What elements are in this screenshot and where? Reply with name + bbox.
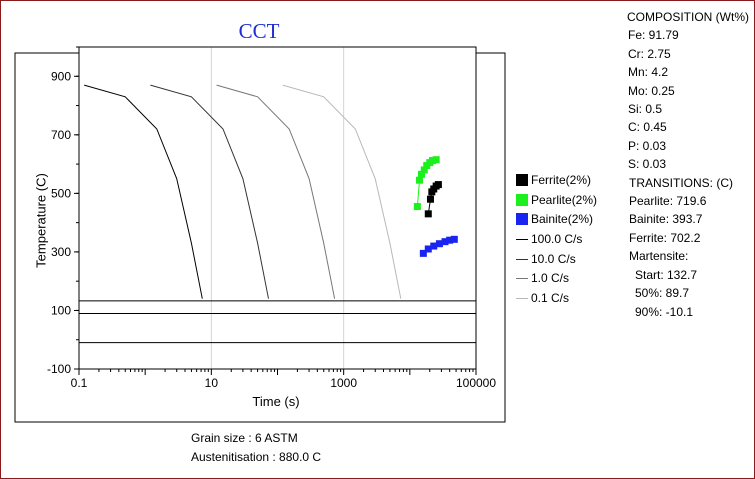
transformation-point [430,242,438,250]
composition-title: COMPOSITION (Wt%) [627,10,749,24]
transformation-point [432,156,440,164]
x-tick-label: 0.1 [71,376,88,390]
composition-item: S: 0.03 [628,157,667,172]
cooling-curve [282,84,402,299]
martensite-list: Start: 132.7 50%: 89.7 90%: -10.1 [627,266,749,321]
y-tick-label: 700 [51,128,71,142]
transformation-point [417,170,425,178]
composition-item: Mo: 0.25 [628,83,675,98]
legend-swatch [516,278,528,280]
grain-size-text: Grain size : 6 ASTM [191,431,298,445]
transformation-point [450,235,458,243]
legend-label: Ferrite(2%) [531,173,592,187]
transformation-point [420,166,428,174]
composition-item: Cr: 2.75 [628,46,671,61]
x-tick-label: 10 [205,376,219,390]
legend-swatch [516,258,528,260]
transformation-point [441,238,449,246]
legend-label: Bainite(2%) [531,212,594,227]
transformation-point [424,210,432,218]
x-axis-label: Time (s) [252,394,300,409]
austenitisation-text: Austenitisation : 880.0 C [191,450,322,464]
cooling-curve [216,84,336,299]
composition-item: C: 0.45 [628,120,667,135]
composition-item: Fe: 91.79 [628,28,679,43]
transitions-list: Pearlite: 719.6 Bainite: 393.7 Ferrite: 70… [627,192,749,247]
y-axis-label: Temperature (C) [33,173,49,268]
plot-border [78,46,477,370]
composition-item: P: 0.03 [628,138,667,153]
y-tick-label: 300 [51,245,71,259]
y-tick-label: -100 [47,362,71,376]
transition-item: Bainite: 393.7 [629,212,703,227]
transformation-point [428,157,436,165]
legend-label: 10.0 C/s [531,251,576,266]
transformation-point [435,240,443,248]
chart-title: CCT [238,19,280,43]
transformation-point [424,245,432,253]
cooling-curve [150,84,269,299]
composition-list: Fe: 91.79 Cr: 2.75 Mn: 4.2 Mo: 0.25 Si: 0.5 C… [627,26,749,173]
y-tick-label: 500 [51,186,71,200]
martensite-item: Start: 132.7 [635,267,698,282]
legend-swatch [516,193,528,206]
cooling-curve [84,84,203,299]
legend-swatch [516,213,528,226]
legend-swatch [516,239,528,241]
y-tick-label: 900 [51,69,71,83]
composition-item: Si: 0.5 [628,102,663,117]
legend-label: 1.0 C/s [531,271,570,286]
transformation-point [446,236,454,244]
cct-chart: -100 100 300 500 700 900 0.1 10 1000 100000 [14,46,506,423]
transformation-point [426,195,434,203]
martensite-title: Martensite: [629,249,689,264]
x-tick-label: 1000 [330,376,357,390]
y-tick-label: 100 [51,303,71,317]
legend-label: 0.1 C/s [531,291,570,306]
transformation-point [413,203,421,211]
transition-item: Ferrite: 702.2 [629,230,701,245]
transformation-point [416,176,424,184]
legend-label: Pearlite(2%) [531,192,598,207]
martensite-item: 90%: -10.1 [635,304,694,319]
transformation-point [419,249,427,257]
transitions-title: TRANSITIONS: (C) [629,175,733,190]
legend-swatch [516,298,528,300]
x-tick-label: 100000 [456,376,496,390]
composition-item: Mn: 4.2 [628,65,669,80]
composition-panel: COMPOSITION (Wt%) Fe: 91.79 Cr: 2.75 Mn: 4… [627,8,749,321]
transformation-point [434,181,442,189]
martensite-item: 50%: 89.7 [635,286,690,301]
legend-label: 100.0 C/s [531,232,583,247]
transition-item: Pearlite: 719.6 [629,194,707,209]
plot-area [79,47,476,369]
legend-swatch [516,174,528,186]
